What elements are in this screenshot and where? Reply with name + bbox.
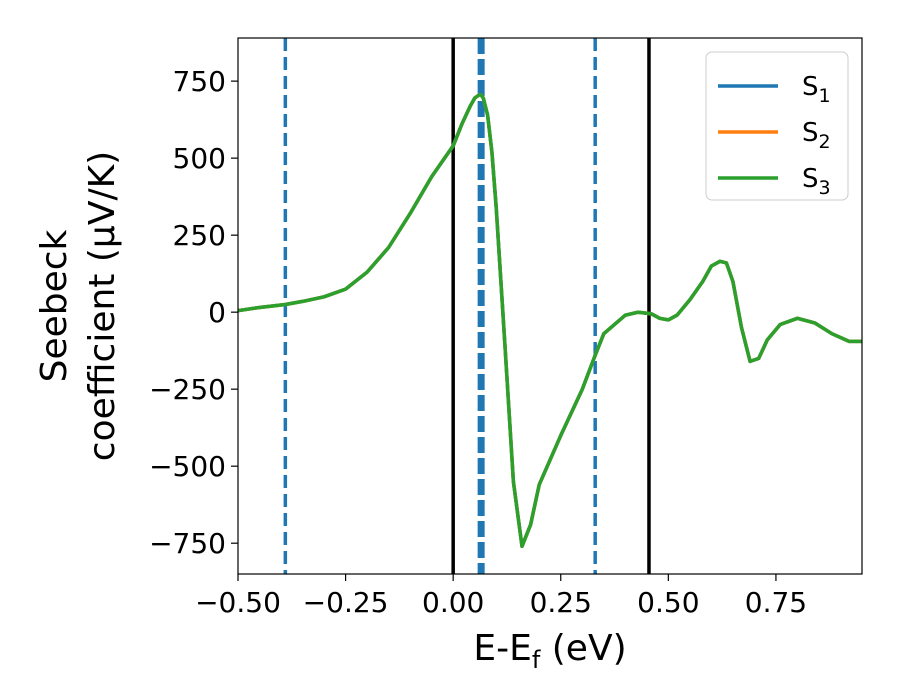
y-tick-label: 500 xyxy=(173,142,226,175)
legend-label-2: S2 xyxy=(802,118,831,153)
x-axis-title: E-Ef (eV) xyxy=(473,628,626,674)
series-line-3 xyxy=(238,93,862,549)
y-tick-label: −500 xyxy=(149,450,226,483)
legend-label-3: S3 xyxy=(802,164,831,199)
x-tick-label: −0.25 xyxy=(303,586,389,619)
x-axis-title-sub: f xyxy=(532,646,541,674)
y-tick-label: 0 xyxy=(208,296,226,329)
x-axis-ticks: −0.50 −0.25 0.00 0.25 0.50 0.75 xyxy=(195,574,807,619)
y-tick-label: −250 xyxy=(149,373,226,406)
legend-box xyxy=(705,51,849,201)
x-axis-title-unit: (eV) xyxy=(540,628,626,669)
x-tick-label: −0.50 xyxy=(195,586,281,619)
legend: S1 S2 S3 xyxy=(705,51,849,201)
y-tick-label: 250 xyxy=(173,219,226,252)
y-axis-title-line2: coefficient (μV/K) xyxy=(82,151,123,461)
x-tick-label: 0.00 xyxy=(422,586,484,619)
series-lines xyxy=(238,93,862,549)
x-tick-label: 0.50 xyxy=(637,586,699,619)
y-axis-ticks: −750 −500 −250 0 250 500 750 xyxy=(149,65,238,560)
y-axis-title: Seebeck coefficient (μV/K) xyxy=(34,151,123,461)
x-tick-label: 0.75 xyxy=(745,586,807,619)
x-axis-title-main: E-E xyxy=(473,628,531,669)
plot-frame xyxy=(237,37,863,575)
y-tick-label: −750 xyxy=(149,527,226,560)
y-axis-title-line1: Seebeck xyxy=(34,229,75,382)
x-tick-label: 0.25 xyxy=(530,586,592,619)
y-tick-label: 750 xyxy=(173,65,226,98)
vertical-reference-lines xyxy=(283,38,651,574)
legend-label-1: S1 xyxy=(802,72,831,107)
